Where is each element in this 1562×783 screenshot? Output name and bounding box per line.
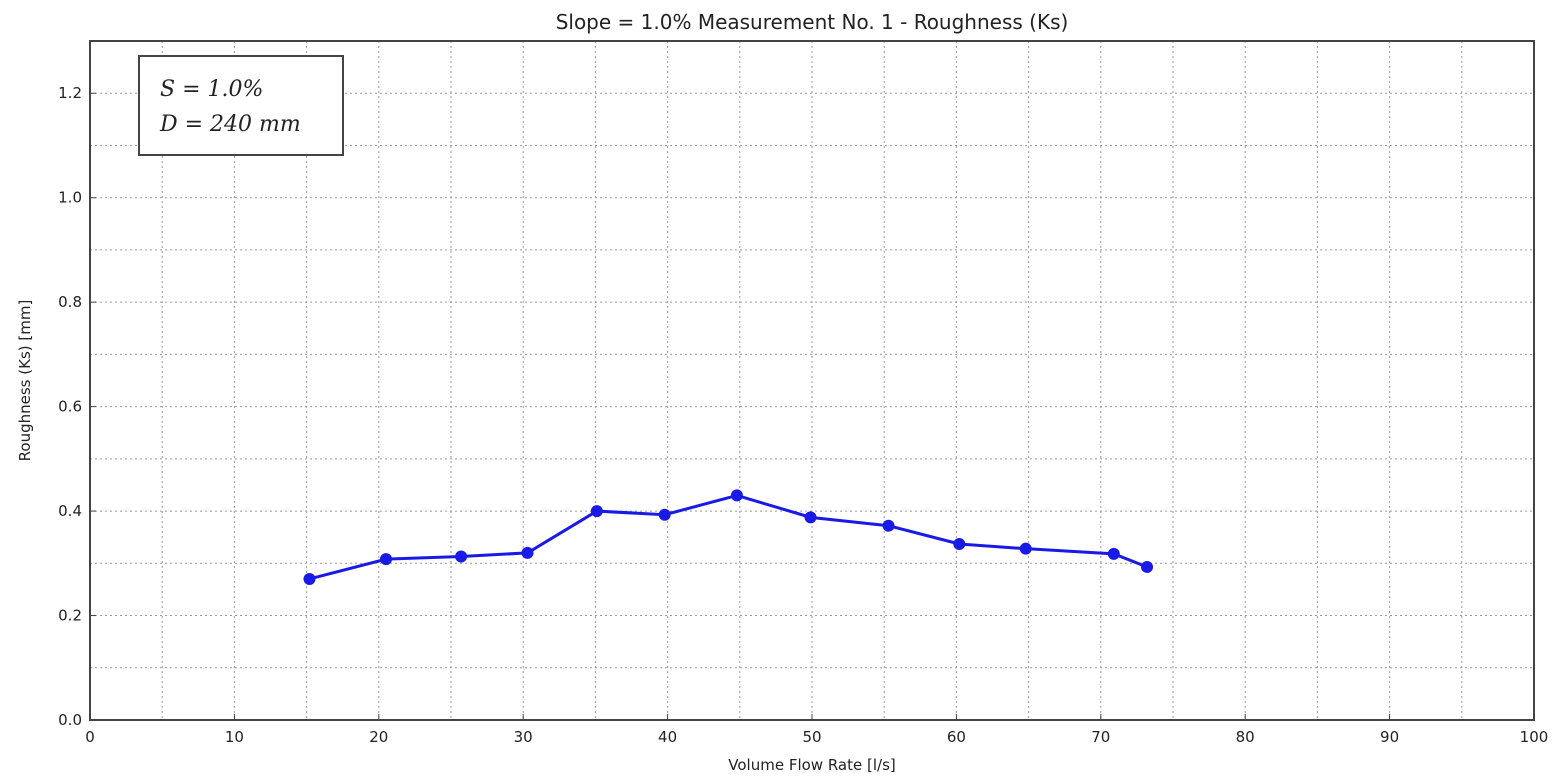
annotation-box: S = 1.0% D = 240 mm bbox=[138, 55, 344, 156]
data-point bbox=[658, 508, 671, 521]
y-tick-label: 0.0 bbox=[58, 711, 82, 729]
data-point bbox=[804, 511, 817, 524]
data-point bbox=[303, 572, 316, 585]
data-point bbox=[953, 537, 966, 550]
y-axis-label: Roughness (Ks) [mm] bbox=[16, 300, 34, 462]
data-point bbox=[1141, 560, 1154, 573]
series-layer bbox=[303, 489, 1154, 585]
x-tick-label: 10 bbox=[225, 728, 244, 746]
x-tick-label: 40 bbox=[658, 728, 677, 746]
y-tick-label: 0.6 bbox=[58, 398, 82, 416]
y-tick-label: 1.0 bbox=[58, 189, 82, 207]
x-tick-label: 90 bbox=[1380, 728, 1399, 746]
data-point bbox=[730, 489, 743, 502]
data-point bbox=[521, 546, 534, 559]
y-tick-label: 0.8 bbox=[58, 293, 82, 311]
data-point bbox=[590, 505, 603, 518]
ticks: 0 10 20 30 40 50 60 70 80 90 100 0.0 0.2 0.4 0.6 0.8 1.0… bbox=[58, 84, 1548, 746]
data-point bbox=[1019, 542, 1032, 555]
x-tick-label: 30 bbox=[514, 728, 533, 746]
x-tick-label: 0 bbox=[85, 728, 95, 746]
x-axis-label: Volume Flow Rate [l/s] bbox=[728, 756, 895, 774]
data-point bbox=[455, 550, 468, 563]
y-tick-label: 0.2 bbox=[58, 607, 82, 625]
x-tick-label: 100 bbox=[1520, 728, 1549, 746]
data-point bbox=[380, 553, 393, 566]
x-tick-label: 20 bbox=[369, 728, 388, 746]
data-point bbox=[882, 519, 895, 532]
series-line bbox=[309, 493, 1148, 581]
y-tick-label: 1.2 bbox=[58, 84, 82, 102]
chart-title: Slope = 1.0% Measurement No. 1 - Roughne… bbox=[556, 10, 1069, 34]
x-tick-label: 70 bbox=[1091, 728, 1110, 746]
x-tick-label: 80 bbox=[1236, 728, 1255, 746]
annotation-box-frame bbox=[138, 55, 344, 156]
x-tick-label: 50 bbox=[802, 728, 821, 746]
annotation-slope: S = 1.0% bbox=[160, 77, 263, 102]
x-tick-label: 60 bbox=[947, 728, 966, 746]
y-tick-label: 0.4 bbox=[58, 502, 82, 520]
data-point bbox=[1107, 547, 1120, 560]
annotation-diameter: D = 240 mm bbox=[159, 112, 301, 137]
